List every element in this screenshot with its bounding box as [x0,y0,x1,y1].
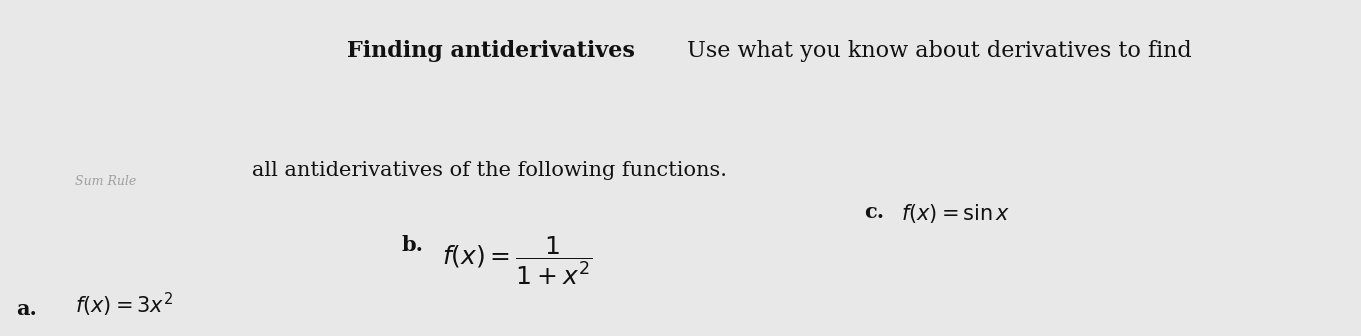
Text: $f(x) = 3x^2$: $f(x) = 3x^2$ [75,291,173,319]
Text: $f(x) = \sin x$: $f(x) = \sin x$ [901,202,1010,224]
Text: $f(x) = \dfrac{1}{1 + x^2}$: $f(x) = \dfrac{1}{1 + x^2}$ [442,235,592,287]
Text: a.: a. [16,299,37,319]
Text: b.: b. [401,235,423,255]
Text: all antiderivatives of the following functions.: all antiderivatives of the following fun… [252,161,727,180]
Text: Sum Rule: Sum Rule [75,175,136,188]
Text: c.: c. [864,202,885,222]
Text: Use what you know about derivatives to find: Use what you know about derivatives to f… [680,40,1192,62]
Text: Finding antiderivatives: Finding antiderivatives [347,40,636,62]
